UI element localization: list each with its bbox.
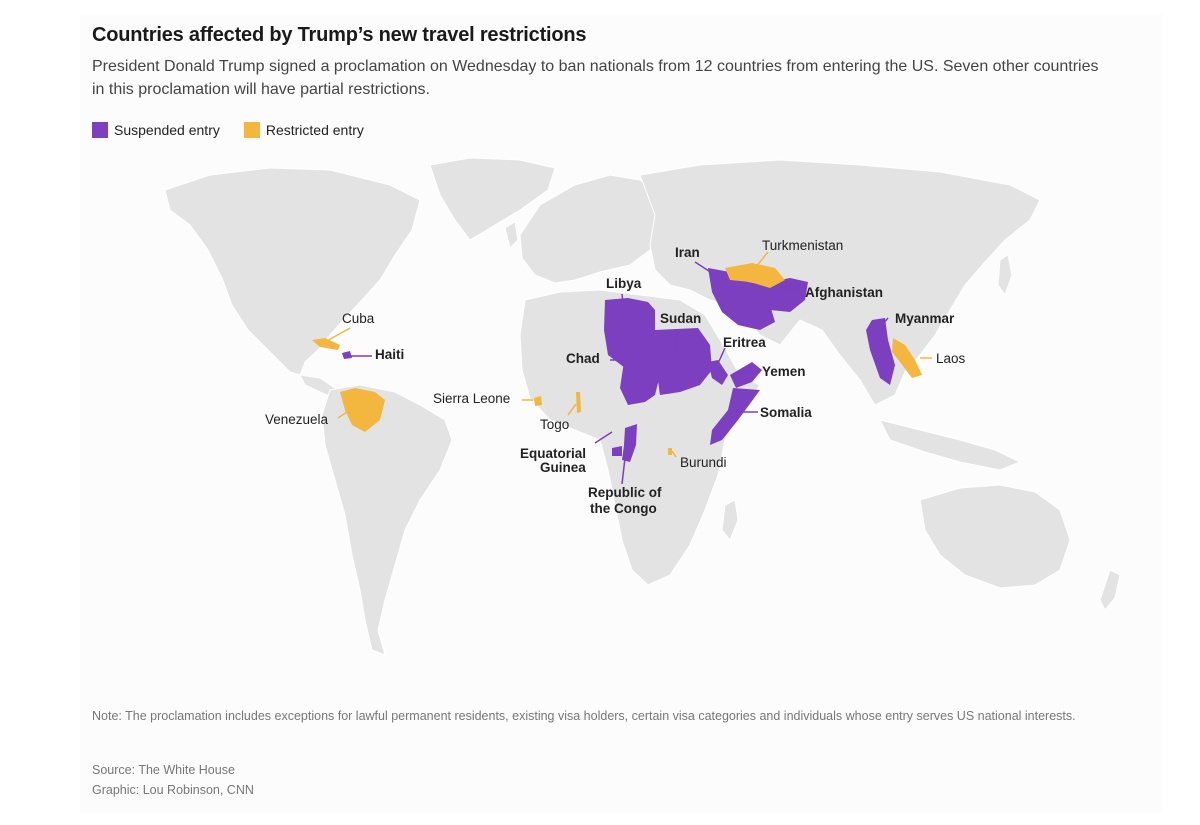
yemen-shape [730,362,762,388]
sierra-leone-shape [534,396,542,406]
burundi-leader [671,450,677,458]
landmasses [164,157,1121,656]
legend-label-restricted: Restricted entry [265,122,364,138]
new-zealand-shape [1099,569,1121,611]
label-haiti: Haiti [375,347,404,362]
south-america-shape [321,384,453,656]
suspended-leaders [350,261,889,485]
iran-shape [708,268,775,330]
label-libya: Libya [606,276,642,291]
laos-shape [892,338,922,378]
venezuela-leader [337,409,351,419]
restricted-countries [312,263,922,455]
label-afghanistan: Afghanistan [805,285,883,300]
label-congo-line2: the Congo [590,501,657,516]
label-congo-line1: Republic of [588,485,662,500]
page-title: Countries affected by Trump’s new travel… [92,24,587,46]
australia-shape [919,484,1071,589]
map-labels: Iran Turkmenistan Afghanistan Libya Suda… [265,238,966,516]
label-cuba: Cuba [342,311,375,326]
label-venezuela: Venezuela [265,412,329,427]
turkmenistan-shape [725,263,785,288]
label-chad: Chad [566,351,600,366]
world-map: Iran Turkmenistan Afghanistan Libya Suda… [164,157,1121,656]
afghanistan-shape [762,278,808,312]
north-america-shape [164,167,421,376]
myanmar-shape [866,318,895,385]
somalia-shape [710,388,760,445]
restricted-swatch [243,122,260,138]
turkmenistan-leader [754,251,769,269]
legend: Suspended entry Restricted entry [92,122,364,138]
graphic-credit-line: Graphic: Lou Robinson, CNN [92,783,254,797]
japan-shape [997,254,1013,297]
burundi-shape [668,448,672,455]
haiti-shape [342,351,352,359]
chad-shape [620,350,660,405]
label-somalia: Somalia [760,405,812,420]
congo-shape [622,424,637,462]
label-turkmenistan: Turkmenistan [762,238,843,253]
label-equatorial-guinea-line1: Equatorial [520,446,586,461]
europe-shape [519,174,661,284]
footnote: Note: The proclamation includes exceptio… [92,709,1076,723]
credits: Source: The White House Graphic: Lou Rob… [92,760,254,800]
sudan-shape [655,328,712,395]
label-eritrea: Eritrea [723,335,766,350]
restricted-leaders [324,251,932,458]
greenland-shape [429,157,556,241]
page-subtitle: President Donald Trump signed a proclama… [92,58,1099,98]
togo-leader [567,403,577,416]
label-yemen: Yemen [762,364,806,379]
myanmar-leader [877,317,889,331]
suspended-swatch [92,122,108,138]
source-line: Source: The White House [92,763,235,777]
legend-label-suspended: Suspended entry [114,122,220,138]
congo-leader [621,457,626,485]
label-sudan: Sudan [660,311,701,326]
eritrea-leader [714,347,726,371]
uk-shape [504,221,519,249]
label-myanmar: Myanmar [895,311,955,326]
southeast-asia-islands-shape [879,419,1022,471]
label-burundi: Burundi [680,455,727,470]
label-iran: Iran [675,245,700,260]
equatorial-guinea-shape [612,446,622,456]
togo-shape [576,392,581,413]
legend-item-suspended: Suspended entry [92,122,220,138]
libya-leader [621,293,625,316]
libya-shape [604,298,655,368]
suspended-countries [342,268,895,462]
cuba-leader [324,327,351,343]
eritrea-shape [708,360,728,385]
equatorial-guinea-leader [594,431,613,444]
label-equatorial-guinea-line2: Guinea [540,460,586,475]
cuba-shape [312,338,340,350]
legend-item-restricted: Restricted entry [243,122,364,138]
label-togo: Togo [540,417,569,432]
madagascar-shape [721,499,739,541]
asia-shape [639,159,1041,406]
venezuela-shape [340,388,385,432]
iran-leader [694,261,716,276]
label-sierra-leone: Sierra Leone [433,391,510,406]
label-laos: Laos [936,351,966,366]
